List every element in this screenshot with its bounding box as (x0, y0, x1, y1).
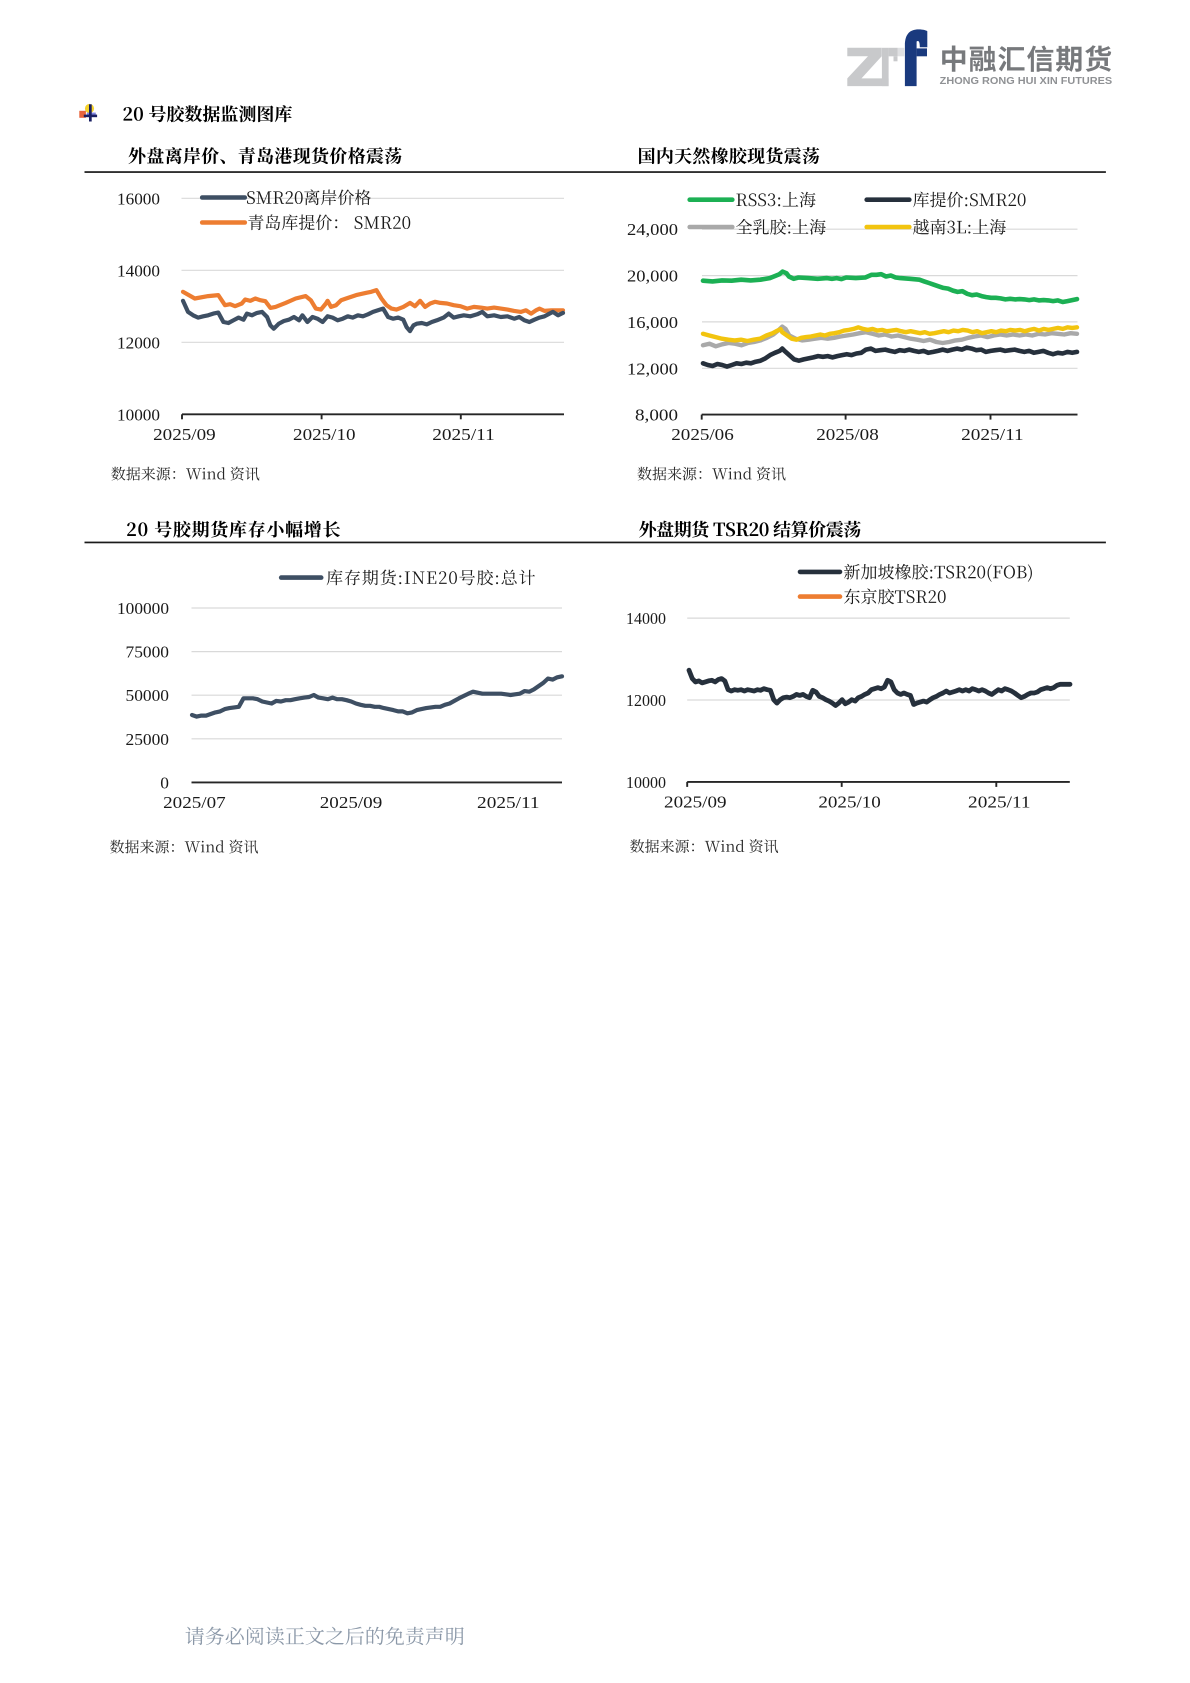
svg-text:50000: 50000 (126, 686, 170, 705)
svg-text:12000: 12000 (626, 691, 666, 710)
svg-text:2025/11: 2025/11 (961, 425, 1024, 444)
svg-text:100000: 100000 (117, 599, 169, 618)
svg-text:25000: 25000 (126, 730, 170, 749)
svg-text:2025/09: 2025/09 (664, 792, 727, 811)
svg-text:2025/09: 2025/09 (320, 793, 383, 812)
svg-text:10000: 10000 (626, 773, 666, 792)
svg-text:75000: 75000 (126, 643, 170, 662)
svg-text:14000: 14000 (626, 609, 666, 628)
svg-text:2025/10: 2025/10 (293, 425, 356, 444)
svg-text:12000: 12000 (117, 333, 160, 352)
svg-text:12,000: 12,000 (627, 359, 678, 378)
svg-text:2025/09: 2025/09 (153, 425, 216, 444)
svg-text:2025/06: 2025/06 (671, 425, 734, 444)
svg-text:0: 0 (160, 773, 169, 792)
svg-text:16000: 16000 (117, 189, 160, 208)
svg-text:2025/10: 2025/10 (818, 792, 881, 811)
svg-text:2025/11: 2025/11 (432, 425, 495, 444)
svg-text:2025/08: 2025/08 (816, 425, 879, 444)
svg-text:8,000: 8,000 (635, 406, 678, 425)
svg-text:2025/07: 2025/07 (163, 793, 226, 812)
svg-text:10000: 10000 (117, 405, 160, 424)
svg-text:20,000: 20,000 (627, 267, 678, 286)
svg-text:24,000: 24,000 (627, 220, 678, 239)
svg-text:2025/11: 2025/11 (477, 793, 540, 812)
svg-text:14000: 14000 (117, 261, 160, 280)
svg-text:2025/11: 2025/11 (968, 792, 1031, 811)
svg-text:ZHONG RONG HUI XIN FUTURES: ZHONG RONG HUI XIN FUTURES (940, 76, 1113, 87)
svg-text:16,000: 16,000 (627, 313, 678, 332)
